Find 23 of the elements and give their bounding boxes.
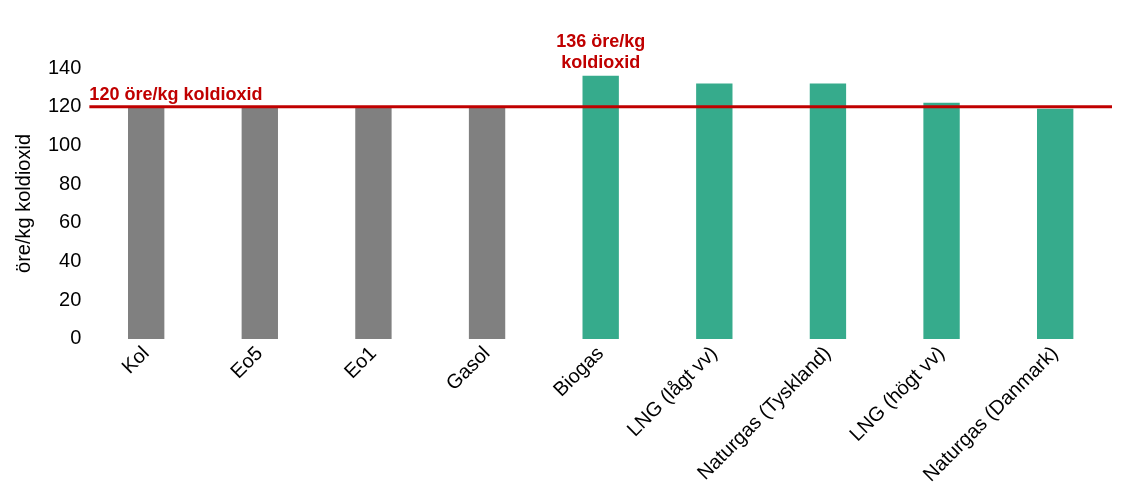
x-tick-label: Eo5 — [225, 341, 267, 383]
y-tick-label: 100 — [47, 132, 82, 155]
data-label: 136 öre/kg koldioxid — [556, 30, 646, 72]
ref-line-label: 120 öre/kg koldioxid — [89, 83, 263, 104]
bar — [355, 106, 392, 339]
bar — [809, 83, 847, 339]
y-tick-label: 20 — [59, 287, 82, 310]
y-axis-title: öre/kg koldioxid — [11, 133, 34, 273]
y-tick-label: 40 — [59, 249, 82, 272]
y-tick-label: 120 — [47, 94, 82, 117]
x-tick-label: Kol — [116, 341, 153, 378]
y-tick-label: 60 — [59, 210, 82, 233]
bar — [468, 106, 506, 339]
y-tick-label: 80 — [59, 171, 82, 194]
y-tick-label: 140 — [47, 55, 82, 78]
bar — [241, 106, 278, 339]
bar — [696, 83, 733, 339]
x-tick-label: Eo1 — [339, 341, 381, 383]
bar — [582, 75, 619, 339]
bar — [1037, 108, 1074, 339]
bar — [128, 106, 165, 339]
y-tick-label: 0 — [70, 326, 82, 349]
bar — [923, 102, 960, 339]
